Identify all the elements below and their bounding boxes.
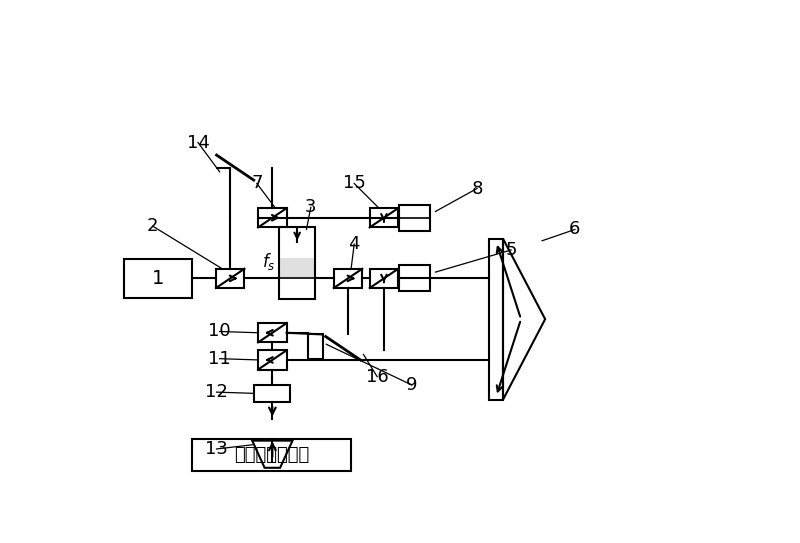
- Bar: [399, 205, 430, 231]
- Bar: [258, 208, 286, 228]
- Text: 11: 11: [208, 350, 231, 368]
- Bar: [123, 258, 192, 298]
- Bar: [308, 334, 323, 359]
- Text: 8: 8: [471, 180, 482, 198]
- Text: 2: 2: [147, 217, 158, 235]
- Text: 3: 3: [305, 198, 317, 216]
- Bar: [192, 439, 351, 471]
- Text: 9: 9: [406, 376, 418, 394]
- Text: 15: 15: [342, 174, 366, 192]
- Bar: [279, 227, 315, 299]
- Text: 10: 10: [208, 323, 231, 340]
- Text: 6: 6: [570, 220, 581, 238]
- Text: 7: 7: [251, 174, 262, 192]
- Bar: [334, 269, 362, 288]
- Text: $f_s$: $f_s$: [262, 251, 276, 272]
- Text: 14: 14: [186, 134, 210, 151]
- Bar: [254, 385, 290, 402]
- Text: 16: 16: [366, 368, 389, 386]
- Text: 1: 1: [151, 269, 164, 288]
- Bar: [258, 350, 286, 370]
- Bar: [370, 208, 398, 228]
- Text: 4: 4: [349, 235, 360, 253]
- Bar: [490, 239, 503, 400]
- Text: 电子学处理部分: 电子学处理部分: [234, 446, 309, 464]
- Text: 13: 13: [205, 440, 228, 458]
- Bar: [216, 269, 245, 288]
- Bar: [258, 323, 286, 343]
- Bar: [399, 266, 430, 292]
- Text: 12: 12: [205, 383, 228, 401]
- Text: 5: 5: [506, 241, 517, 259]
- Bar: [279, 258, 315, 279]
- Bar: [370, 269, 398, 288]
